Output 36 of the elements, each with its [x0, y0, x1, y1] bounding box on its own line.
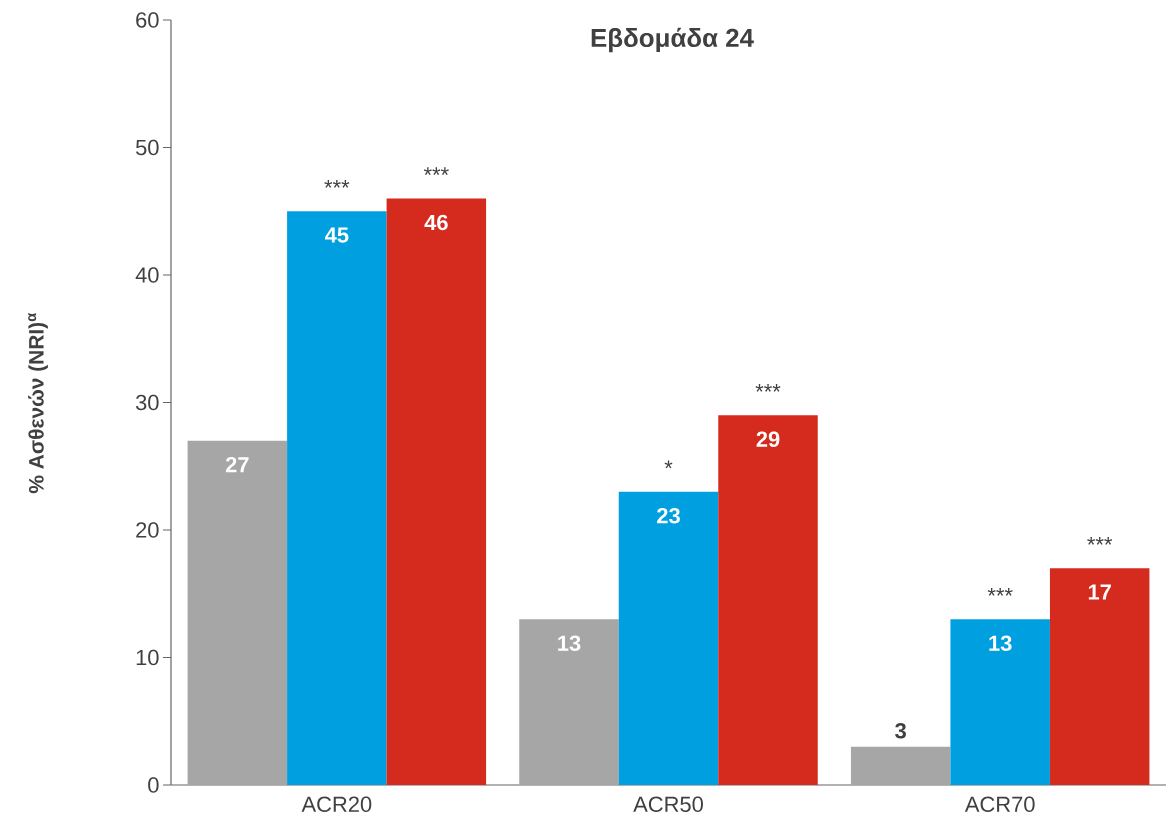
data-label: 27: [225, 456, 249, 473]
x-tick-label: ACR50: [633, 796, 703, 813]
data-label: 46: [424, 214, 448, 231]
data-label: 29: [756, 431, 780, 447]
annotation: ***: [755, 383, 781, 392]
data-label: 13: [989, 635, 1012, 651]
data-label: 23: [657, 507, 680, 524]
bar: [287, 211, 387, 785]
bar: [386, 198, 487, 785]
data-label: 13: [558, 635, 581, 651]
y-tick-label: 40: [135, 267, 159, 283]
data-label: 17: [1088, 584, 1111, 600]
bar: [950, 619, 1050, 785]
bar: [850, 746, 951, 785]
bar: [618, 491, 719, 785]
y-tick-label: 20: [136, 522, 159, 538]
annotation: ***: [324, 179, 350, 188]
annotation: ***: [987, 587, 1013, 596]
y-tick-label: 0: [148, 777, 159, 793]
y-tick-label: 30: [135, 394, 159, 411]
data-label: 3: [895, 722, 906, 739]
y-axis-title: % Ασθενών (NRI)$^{α}$: [28, 313, 48, 494]
bar: [187, 440, 288, 785]
y-tick-label: 50: [135, 139, 159, 156]
chart-title: Εβδομάδα 24: [591, 27, 754, 53]
y-tick-label: 60: [136, 12, 159, 28]
annotation: *: [664, 460, 673, 469]
annotation: ***: [423, 167, 449, 175]
annotation: ***: [1087, 536, 1113, 545]
bar: [1049, 568, 1150, 785]
data-label: 45: [324, 227, 349, 243]
x-tick-label: ACR20: [301, 796, 372, 813]
y-tick-label: 10: [136, 649, 159, 666]
bar: [718, 415, 818, 785]
bar: [519, 619, 619, 785]
x-tick-label: ACR70: [964, 796, 1035, 813]
